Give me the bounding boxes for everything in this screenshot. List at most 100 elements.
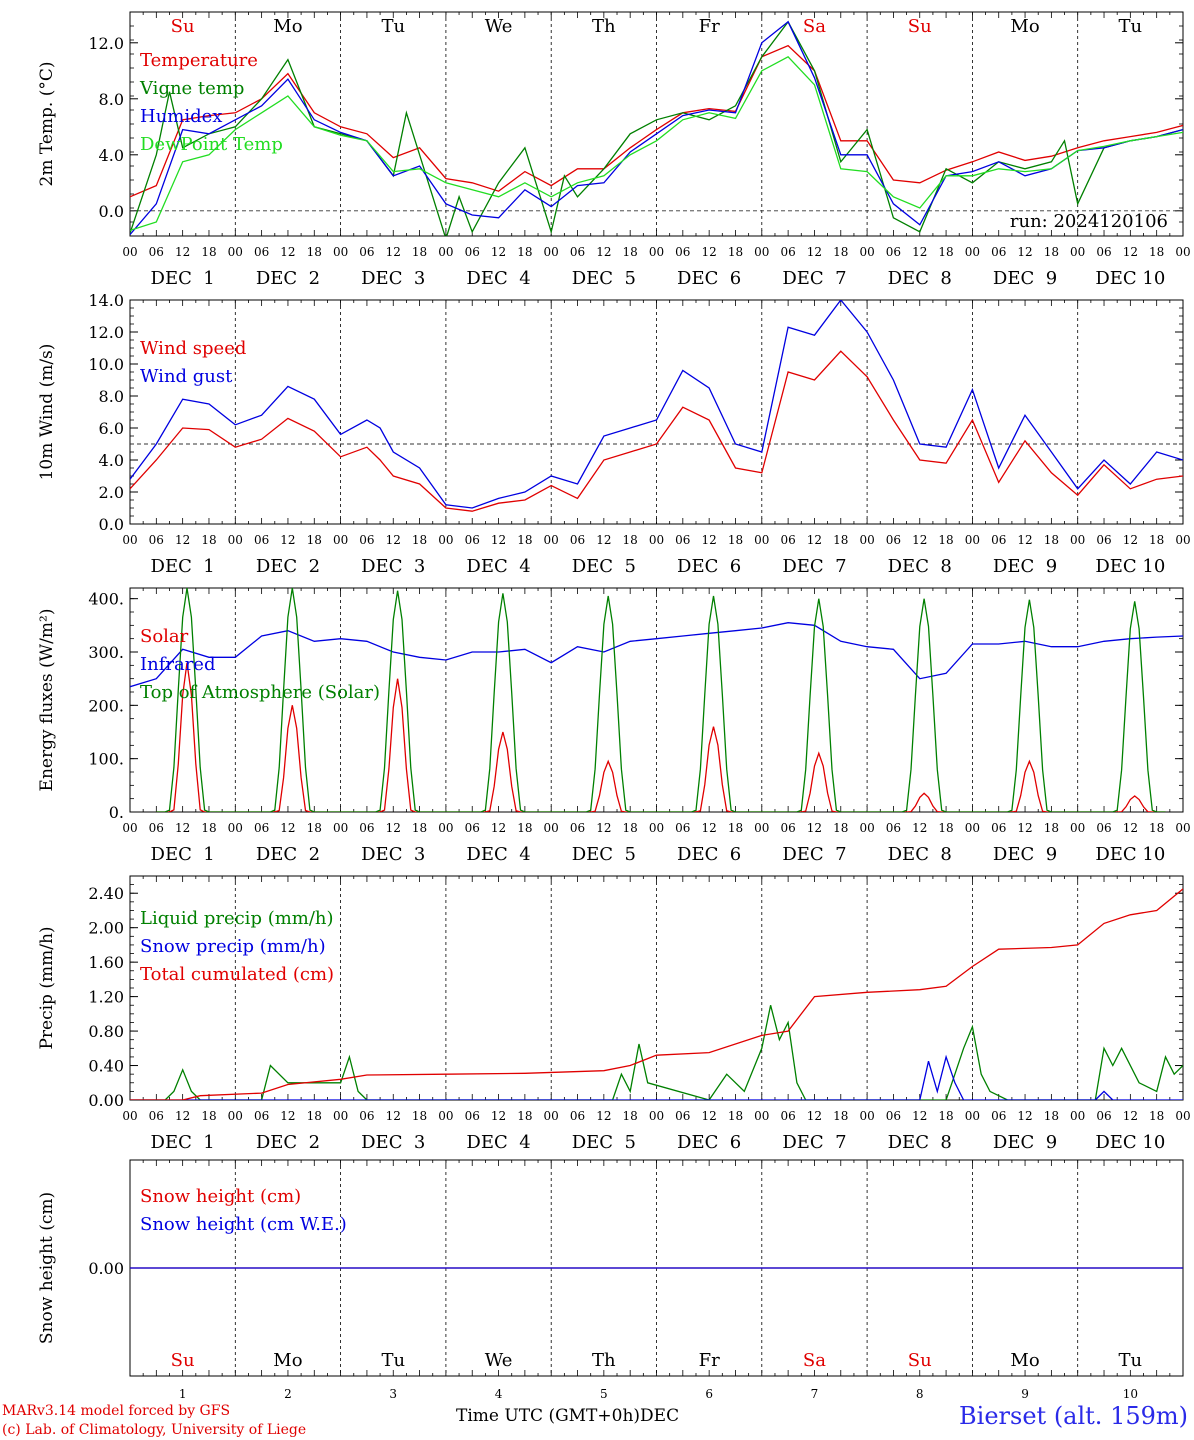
hour-tick-label: 12 [912,821,927,835]
hour-tick-label: 06 [991,245,1006,259]
hour-tick-label: 00 [228,821,243,835]
hour-tick-label: 00 [438,533,453,547]
hour-tick-label: 06 [465,1109,480,1123]
legend-entry: DewPoint Temp [140,134,283,155]
day-name: Su [908,16,932,37]
day-name: Tu [381,16,405,37]
hour-tick-label: 18 [623,245,638,259]
hour-tick-label: 06 [780,245,795,259]
day-label: DEC 7 [782,1132,846,1153]
hour-tick-label: 00 [649,821,664,835]
legend-entry: Wind speed [140,338,246,359]
y-tick-label: 1.60 [88,953,124,972]
day-label: DEC 5 [572,844,636,865]
hour-tick-label: 06 [886,821,901,835]
hour-tick-label: 06 [886,1109,901,1123]
day-name: Tu [381,1350,405,1371]
hour-tick-label: 18 [201,533,216,547]
hour-tick-label: 18 [517,245,532,259]
hour-tick-label: 18 [201,245,216,259]
hour-tick-label: 06 [1096,1109,1111,1123]
hour-tick-label: 00 [965,533,980,547]
day-name: Sa [803,1350,826,1371]
panel-frame [129,11,1184,237]
hour-tick-label: 00 [333,821,348,835]
hour-tick-label: 00 [122,1109,137,1123]
hour-tick-label: 00 [438,1109,453,1123]
legend-entry: Snow height (cm W.E.) [140,1214,347,1235]
hour-tick-label: 00 [333,245,348,259]
hour-tick-label: 18 [201,1109,216,1123]
hour-tick-label: 12 [807,245,822,259]
day-label: DEC 3 [361,556,425,577]
y-tick-label: 400. [88,590,124,609]
y-tick-label: 0.00 [88,1091,124,1110]
hour-tick-label: 12 [386,245,401,259]
hour-tick-label: 18 [1044,821,1059,835]
hour-tick-label: 00 [754,1109,769,1123]
hour-tick-label: 12 [702,1109,717,1123]
day-label: DEC 8 [888,268,952,289]
hour-tick-label: 12 [280,245,295,259]
hour-tick-label: 00 [1070,533,1085,547]
day-label: DEC 6 [677,1132,741,1153]
hour-tick-label: 00 [1070,245,1085,259]
hour-tick-label: 12 [280,821,295,835]
hour-tick-label: 06 [254,1109,269,1123]
hour-tick-label: 06 [254,821,269,835]
hour-tick-label: 12 [807,821,822,835]
hour-tick-label: 12 [807,533,822,547]
series-line-humidex [130,20,1183,236]
y-tick-label: 14.0 [88,291,124,310]
legend-entry: Humidex [140,106,222,127]
hour-tick-label: 18 [938,245,953,259]
day-number: 4 [495,1387,503,1401]
day-number: 1 [179,1387,187,1401]
hour-tick-label: 12 [596,821,611,835]
hour-tick-label: 06 [359,533,374,547]
hour-tick-label: 06 [359,245,374,259]
y-tick-label: 2.0 [99,483,124,502]
hour-tick-label: 06 [991,821,1006,835]
hour-tick-label: 12 [175,1109,190,1123]
hour-tick-label: 00 [965,1109,980,1123]
hour-tick-label: 12 [1017,533,1032,547]
hour-tick-label: 00 [122,533,137,547]
day-label: DEC 10 [1095,268,1165,289]
hour-tick-label: 18 [938,1109,953,1123]
y-tick-label: 0. [109,803,124,822]
panel-frame [129,299,1184,525]
series-line-wind-gust [130,300,1183,509]
day-name: Fr [699,1350,720,1371]
hour-tick-label: 00 [544,1109,559,1123]
legend-entry: Infrared [140,654,215,675]
series-line-solar [156,662,1166,812]
hour-tick-label: 00 [1175,1109,1190,1123]
hour-tick-label: 18 [728,245,743,259]
hour-tick-label: 00 [1175,533,1190,547]
hour-tick-label: 06 [675,533,690,547]
hour-tick-label: 12 [912,245,927,259]
hour-tick-label: 00 [754,821,769,835]
hour-tick-label: 18 [307,1109,322,1123]
day-name: Mo [1010,16,1039,37]
hour-tick-label: 12 [280,533,295,547]
day-label: DEC 7 [782,268,846,289]
hour-tick-label: 06 [570,1109,585,1123]
panel-4 [129,875,1184,1101]
hour-tick-label: 06 [991,533,1006,547]
hour-tick-label: 12 [1017,1109,1032,1123]
y-tick-label: 0.00 [88,1259,124,1278]
series-line-total-cumulated-cm- [130,888,1183,1100]
day-name: Fr [699,16,720,37]
hour-tick-label: 06 [886,245,901,259]
hour-tick-label: 18 [307,533,322,547]
hour-tick-label: 00 [649,1109,664,1123]
hour-tick-label: 18 [1044,533,1059,547]
hour-tick-label: 12 [702,821,717,835]
y-tick-label: 12.0 [88,34,124,53]
hour-tick-label: 06 [359,821,374,835]
day-label: DEC 1 [151,1132,215,1153]
legend-entry: Wind gust [140,366,233,387]
